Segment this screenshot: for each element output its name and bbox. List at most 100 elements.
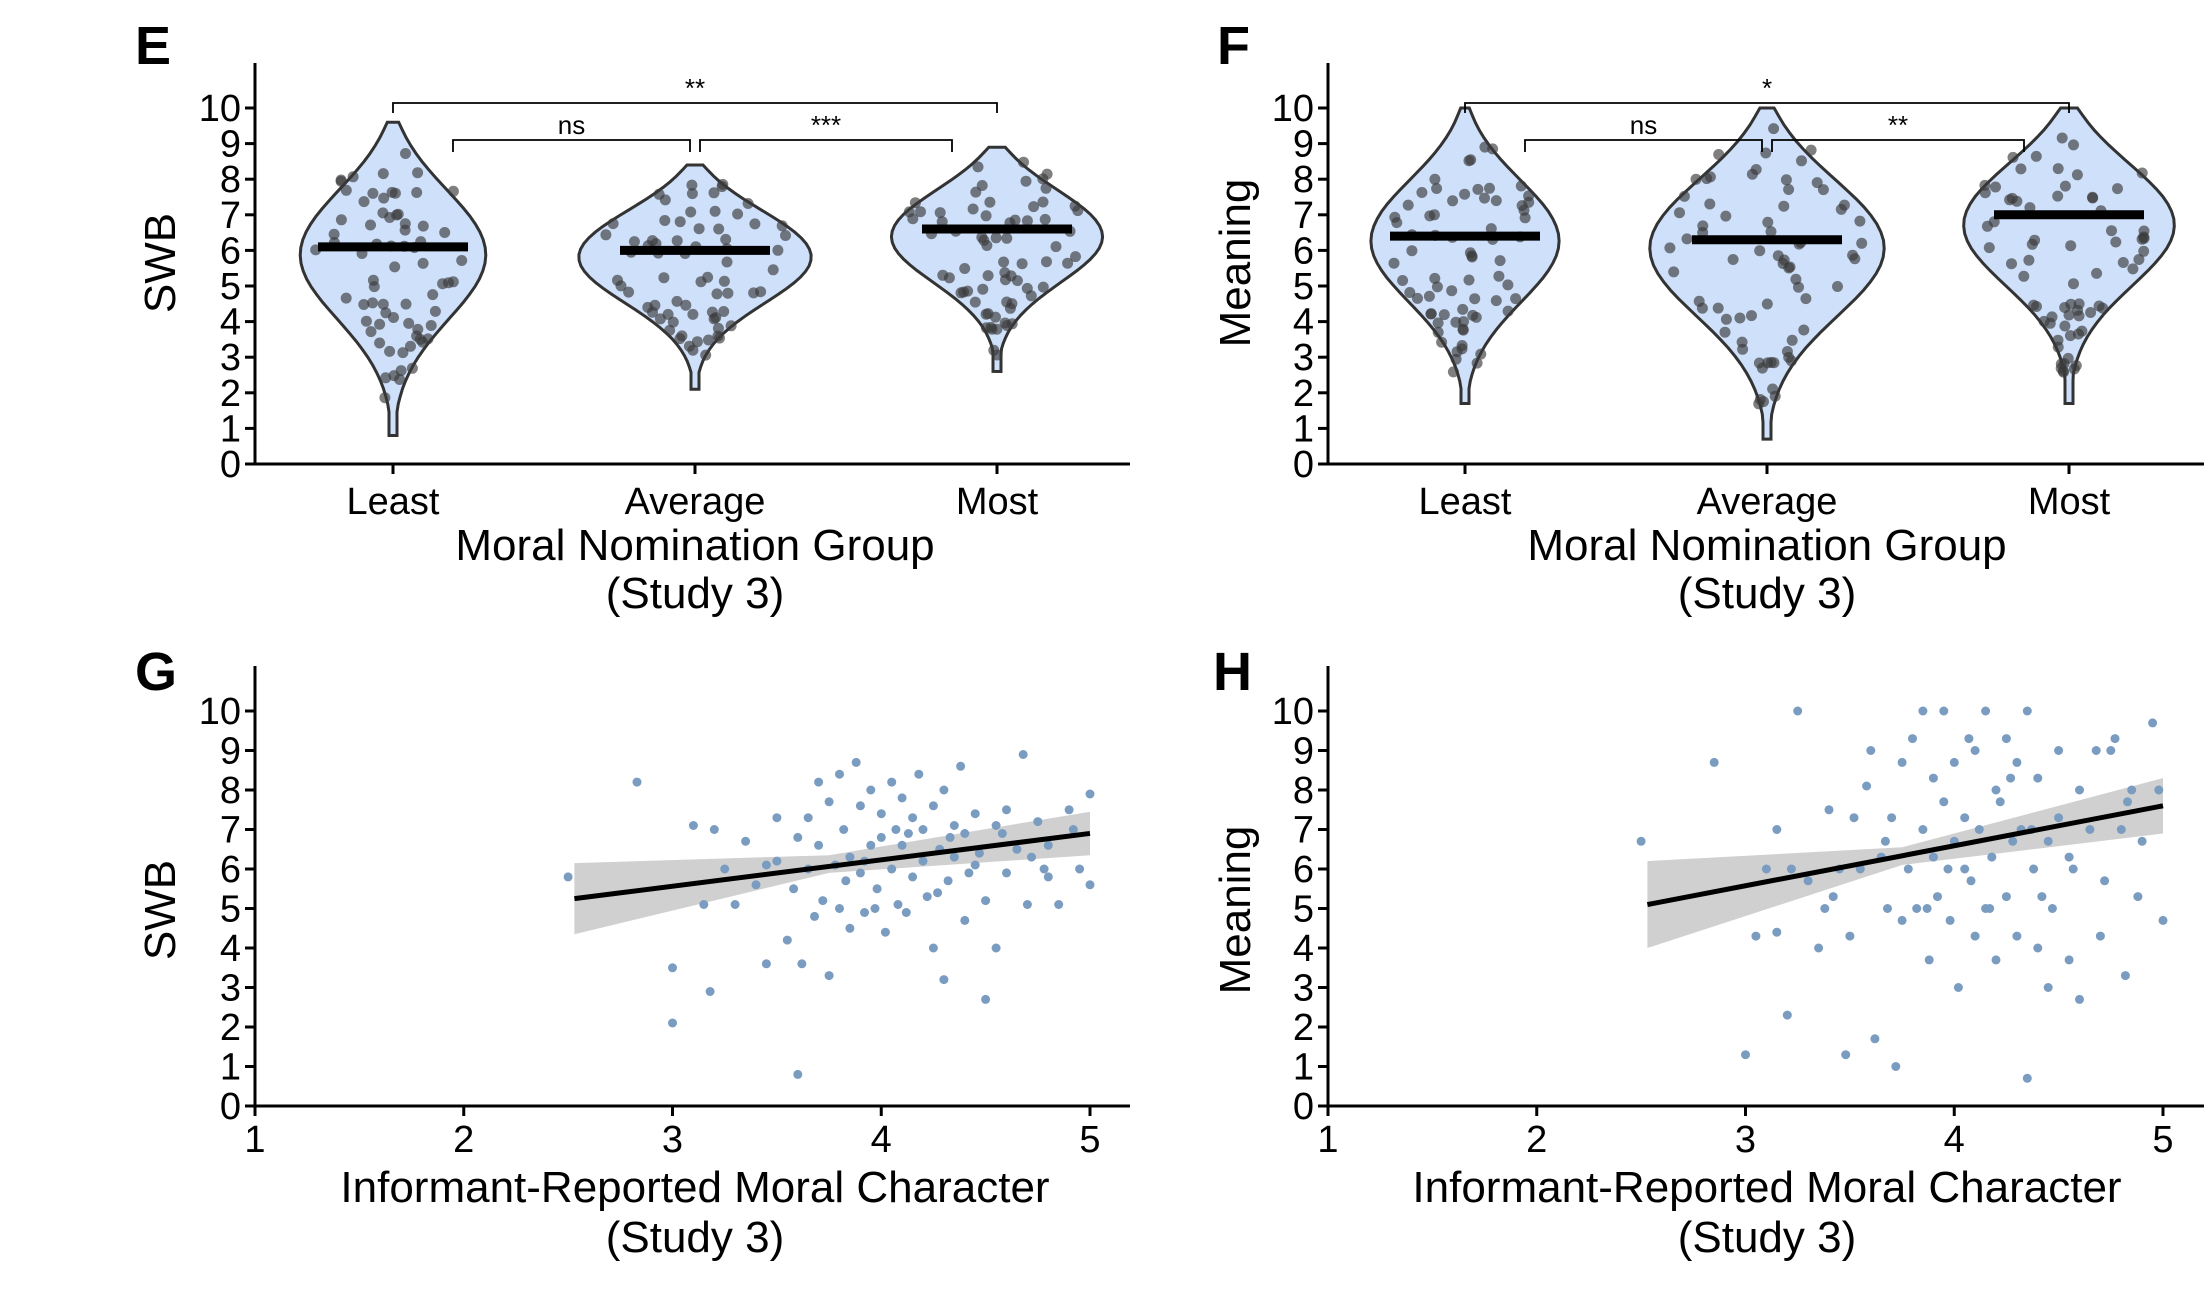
data-point xyxy=(642,301,654,313)
data-point xyxy=(1903,864,1913,874)
data-point xyxy=(1510,293,1522,305)
data-point xyxy=(1778,200,1790,212)
data-point xyxy=(2087,191,2098,203)
data-point xyxy=(706,306,718,318)
data-point xyxy=(876,832,886,842)
data-point xyxy=(991,323,1003,335)
data-point xyxy=(417,220,429,232)
y-axis-title: SWB xyxy=(136,213,185,313)
y-tick-label: 10 xyxy=(199,88,241,130)
data-point xyxy=(711,288,723,300)
data-point xyxy=(1068,825,1078,834)
data-point xyxy=(2068,278,2079,290)
y-tick-label: 9 xyxy=(220,124,241,166)
x-tick-label-average: Average xyxy=(1697,481,1838,523)
data-point xyxy=(2022,706,2032,716)
data-point xyxy=(855,801,865,811)
data-point xyxy=(1727,254,1739,265)
data-point xyxy=(908,813,918,823)
data-point xyxy=(1447,195,1459,207)
y-tick-label: 4 xyxy=(1293,928,1314,970)
data-point xyxy=(2095,931,2105,941)
data-point xyxy=(2071,169,2083,181)
data-point xyxy=(1027,852,1036,862)
data-point xyxy=(2008,836,2018,846)
data-point xyxy=(2052,341,2064,353)
data-point xyxy=(749,218,761,230)
x-tick-label: 5 xyxy=(1079,1119,1100,1161)
data-point xyxy=(1985,904,1995,913)
data-point xyxy=(1432,317,1444,329)
data-point xyxy=(456,255,468,266)
data-point xyxy=(1866,746,1876,755)
data-point xyxy=(1085,880,1095,890)
data-point xyxy=(2158,915,2168,925)
data-point xyxy=(1751,931,1761,941)
data-point xyxy=(1636,836,1646,846)
data-point xyxy=(1472,183,1484,195)
y-tick-label: 4 xyxy=(220,302,241,344)
data-point xyxy=(358,196,370,208)
y-tick-label: 2 xyxy=(1293,1007,1314,1049)
data-point xyxy=(1429,173,1441,185)
data-point xyxy=(365,326,377,338)
data-point xyxy=(2047,904,2057,913)
data-point xyxy=(1953,983,1963,992)
data-point xyxy=(615,280,627,292)
data-point xyxy=(1704,198,1716,210)
data-point xyxy=(417,257,429,269)
data-point xyxy=(1768,123,1780,135)
data-point xyxy=(969,296,981,308)
data-point xyxy=(720,233,732,245)
data-point xyxy=(1786,864,1796,874)
data-point xyxy=(964,868,974,878)
data-point xyxy=(379,392,391,404)
data-point xyxy=(915,206,926,218)
data-point xyxy=(1814,943,1824,953)
data-point xyxy=(686,179,698,191)
data-point xyxy=(2030,150,2042,162)
y-tick-label: 4 xyxy=(1293,302,1314,344)
data-point xyxy=(1020,175,1032,187)
data-point xyxy=(793,1069,803,1079)
data-point xyxy=(367,187,379,199)
data-point xyxy=(1897,757,1907,767)
x-axis-subtitle: (Study 3) xyxy=(1678,1213,1857,1262)
data-point xyxy=(970,809,980,819)
data-point xyxy=(978,234,990,246)
data-point xyxy=(741,836,751,846)
y-tick-label: 2 xyxy=(1293,373,1314,415)
data-point xyxy=(1012,844,1022,854)
data-point xyxy=(855,868,865,878)
data-point xyxy=(2043,983,2053,992)
data-point xyxy=(1423,290,1435,302)
data-point xyxy=(1085,789,1095,799)
regression-line xyxy=(1646,803,2164,908)
data-point xyxy=(1043,872,1053,882)
data-point xyxy=(2052,163,2064,175)
data-point xyxy=(1995,797,2005,807)
data-point xyxy=(1406,245,1418,257)
data-point xyxy=(671,235,683,247)
data-point xyxy=(716,181,728,193)
data-point xyxy=(1736,336,1748,348)
data-point xyxy=(949,852,959,862)
data-point xyxy=(851,757,861,767)
data-point xyxy=(1880,836,1890,846)
data-point xyxy=(772,813,782,823)
data-point xyxy=(1431,281,1443,293)
confidence-band xyxy=(574,811,1090,935)
data-point xyxy=(391,209,403,221)
data-point xyxy=(934,207,946,219)
data-point xyxy=(1832,281,1843,292)
data-point xyxy=(1404,287,1416,298)
data-point xyxy=(1746,310,1757,322)
data-point xyxy=(400,298,412,310)
data-point xyxy=(2106,225,2117,237)
y-axis-title: SWB xyxy=(136,860,185,960)
data-point xyxy=(411,187,423,198)
data-point xyxy=(977,283,989,295)
data-point xyxy=(658,272,670,284)
data-point xyxy=(1502,279,1514,291)
